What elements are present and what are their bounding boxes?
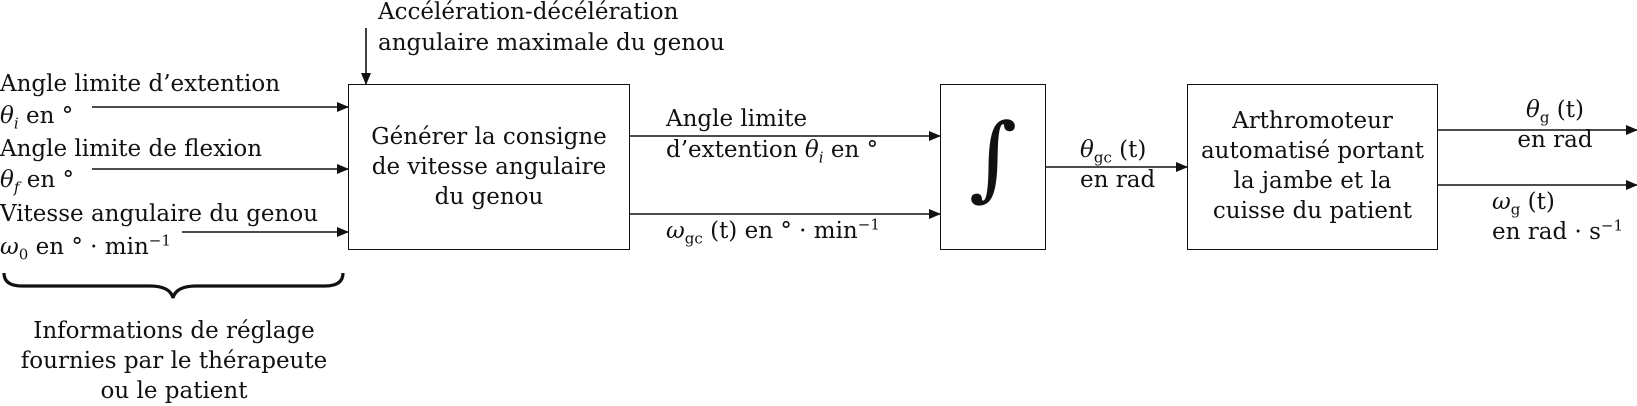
block-integrator <box>940 84 1046 250</box>
block-arthro-line-2: automatisé portant <box>1200 138 1425 164</box>
output-omega-g-label: ωg (t) <box>1492 189 1555 219</box>
accel-label-line-2: angulaire maximale du genou <box>378 30 725 56</box>
signal-angle-label-line-2: d’extention θi en ° <box>666 137 879 167</box>
input-angle-flex-symbol: θf en ° <box>0 167 74 197</box>
signal-omega-gc-label: ωgc (t) en ° · min−1 <box>666 215 880 248</box>
input-angle-ext-label: Angle limite d’extention <box>0 71 281 97</box>
output-omega-g-unit: en rad · s−1 <box>1492 216 1624 245</box>
block-generate-line-1: Générer la consigne <box>371 124 607 150</box>
input-angle-ext-symbol: θi en ° <box>0 103 74 133</box>
brace-caption-line-3: ou le patient <box>100 378 248 404</box>
brace-caption-line-2: fournies par le thérapeute <box>20 348 328 374</box>
block-arthro-line-1: Arthromoteur <box>1232 108 1393 134</box>
output-theta-g-unit: en rad <box>1517 127 1593 153</box>
block-generate-line-3: du genou <box>434 184 544 210</box>
block-generate-line-2: de vitesse angulaire <box>371 154 607 180</box>
block-generate-setpoint <box>348 84 630 250</box>
accel-label-line-1: Accélération-décélération <box>378 0 679 25</box>
input-speed-label: Vitesse angulaire du genou <box>0 201 319 227</box>
block-arthromoteur <box>1187 84 1438 250</box>
block-arthro-line-4: cuisse du patient <box>1212 198 1413 224</box>
output-theta-g-label: θg (t) <box>1526 97 1584 127</box>
input-speed-symbol: ω0 en ° · min−1 <box>0 231 171 264</box>
block-arthro-line-3: la jambe et la <box>1233 168 1392 194</box>
input-angle-flex-label: Angle limite de flexion <box>0 136 263 162</box>
integral-symbol: ∫ <box>969 104 1017 211</box>
brace-caption-line-1: Informations de réglage <box>33 318 315 344</box>
signal-theta-gc-label: θgc (t) <box>1080 137 1147 167</box>
input-brace <box>2 272 345 299</box>
signal-angle-label-line-1: Angle limite <box>666 106 808 132</box>
signal-theta-gc-unit: en rad <box>1080 167 1156 193</box>
